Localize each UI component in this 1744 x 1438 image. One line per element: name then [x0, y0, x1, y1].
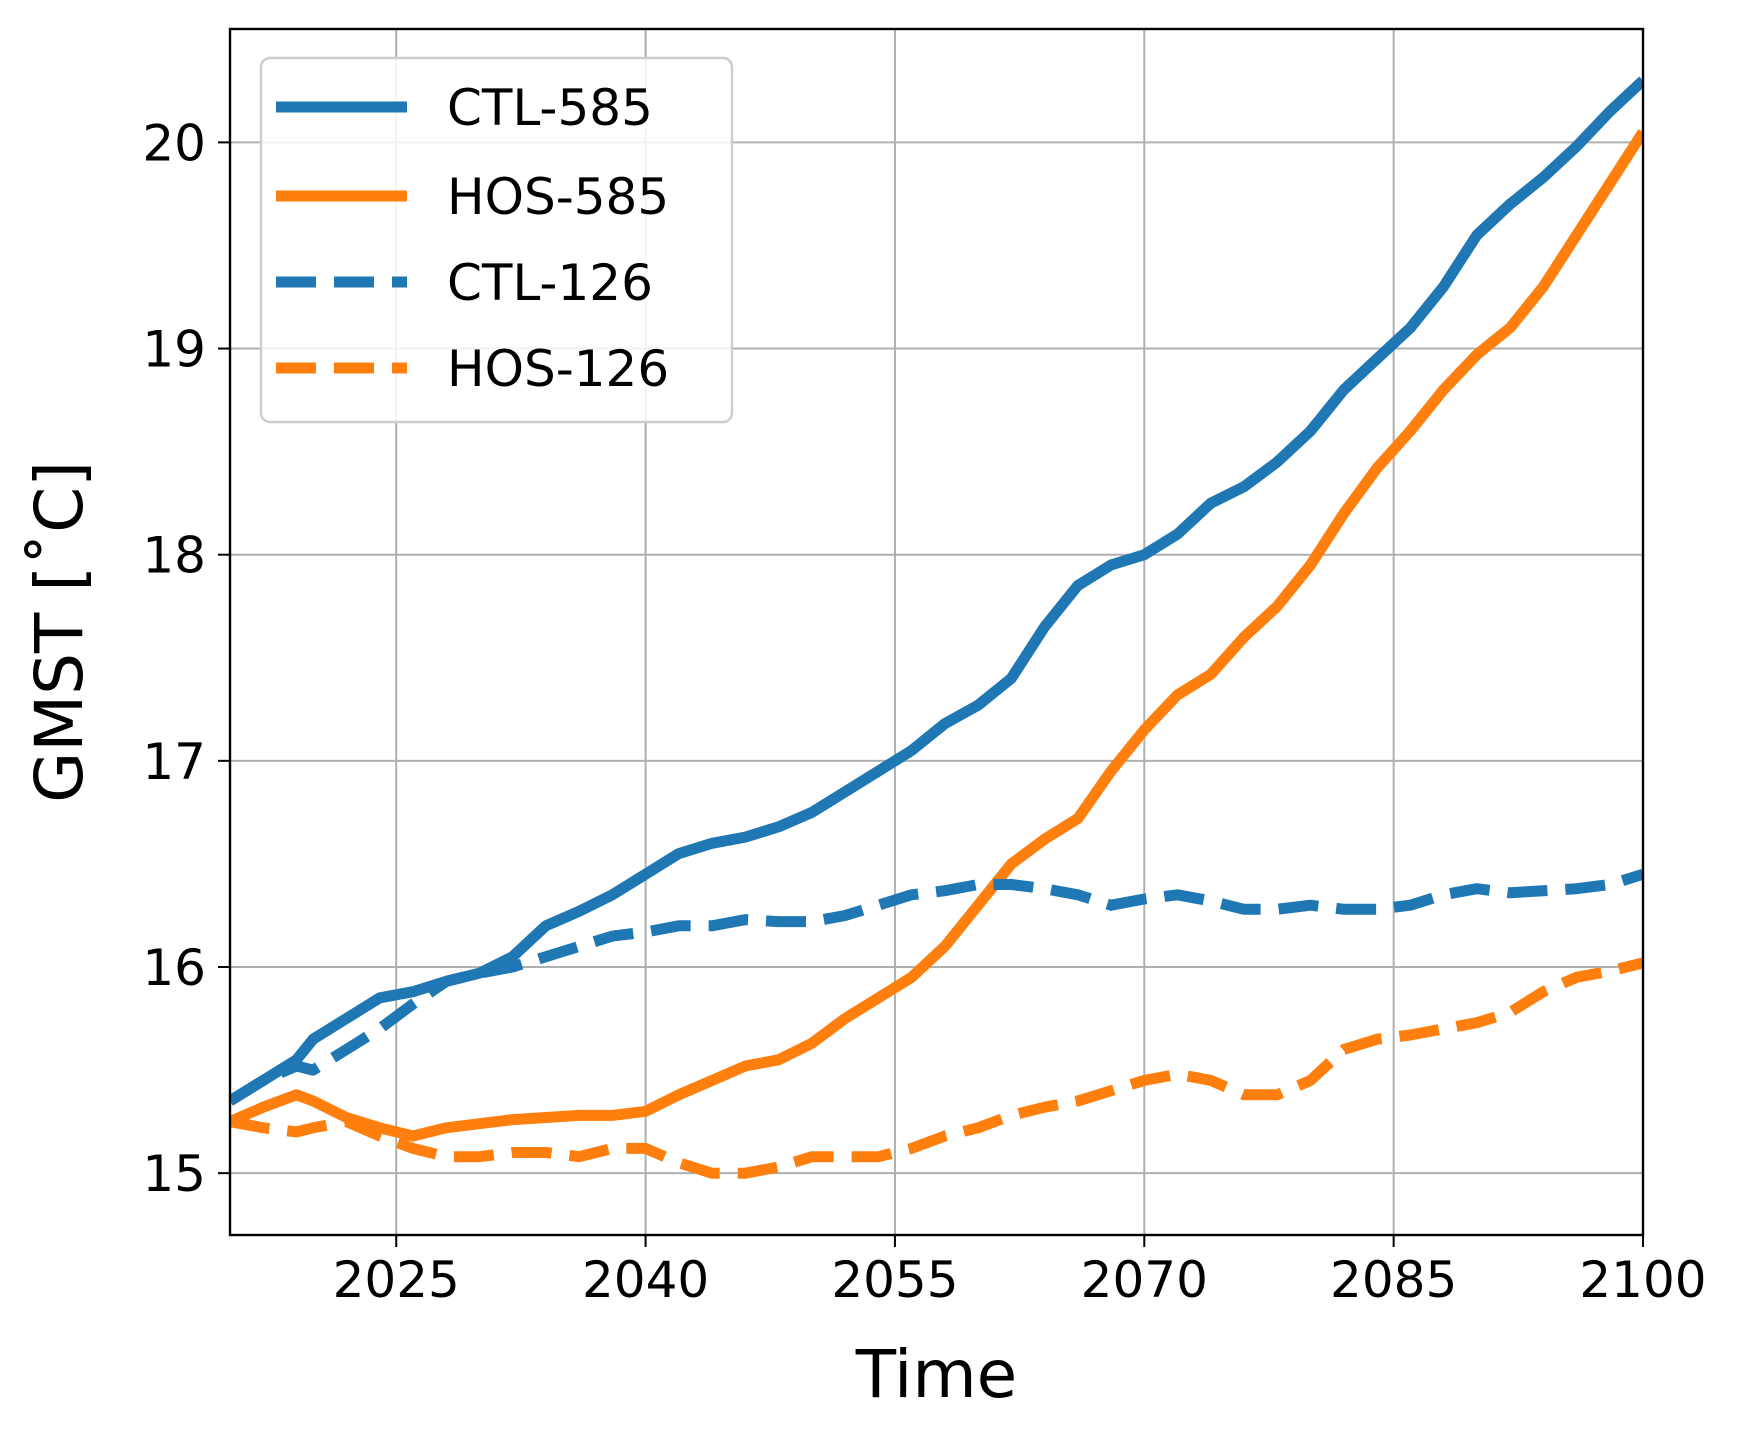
- legend-label-ctl-585: CTL-585: [447, 79, 653, 137]
- y-tick-label: 17: [142, 733, 206, 791]
- x-tick-label: 2070: [1081, 1251, 1208, 1309]
- x-tick-label: 2085: [1330, 1251, 1457, 1309]
- legend-label-hos-585: HOS-585: [447, 168, 669, 226]
- grid: [230, 29, 1644, 1235]
- y-tick-label: 20: [142, 114, 206, 172]
- x-tick-label: 2100: [1579, 1251, 1706, 1309]
- y-axis-title: GMST [˚C]: [21, 461, 98, 803]
- x-tick-label: 2055: [831, 1251, 958, 1309]
- series-line-hos-126: [230, 957, 1643, 1179]
- y-tick-label: 18: [142, 527, 206, 585]
- plot-frame: [228, 27, 1645, 1237]
- legend-label-hos-126: HOS-126: [447, 340, 669, 398]
- y-tick-label: 15: [142, 1145, 206, 1203]
- plot-lines: [230, 76, 1643, 1179]
- x-axis-title: Time: [855, 1336, 1018, 1413]
- legend-label-ctl-126: CTL-126: [447, 254, 653, 312]
- x-tick-label: 2040: [582, 1251, 709, 1309]
- y-tick-label: 16: [142, 939, 206, 997]
- legend-box: [259, 56, 734, 424]
- series-line-ctl-126: [230, 868, 1643, 1106]
- y-tick-label: 19: [142, 321, 206, 379]
- series-line-hos-585: [230, 129, 1643, 1142]
- legend: CTL-585 HOS-585 CTL-126 HOS-126: [259, 56, 734, 424]
- x-tick-label: 2025: [333, 1251, 460, 1309]
- axis-ticks: 2025 2040 2055 2070 2085 2100 15 16 17 18 19 20: [142, 114, 1706, 1309]
